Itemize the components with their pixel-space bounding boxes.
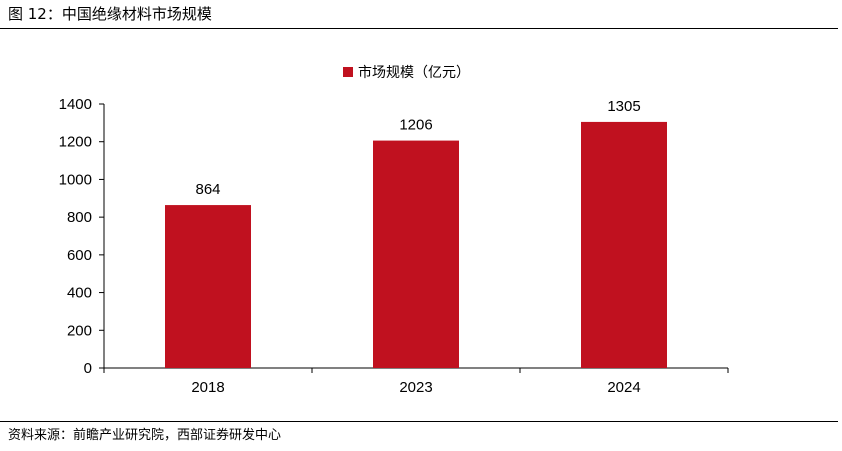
data-label-2018: 864	[195, 181, 220, 198]
bar-2024	[581, 121, 667, 369]
x-category-label: 2024	[607, 379, 640, 396]
legend-label: 市场规模（亿元）	[358, 64, 470, 81]
y-tick-label: 600	[67, 247, 92, 264]
y-tick-label: 400	[67, 285, 92, 302]
x-axis: 2018 2023 2024	[103, 367, 729, 396]
title-divider	[0, 28, 838, 29]
source-note: 资料来源：前瞻产业研究院，西部证券研发中心	[8, 428, 282, 443]
bar-2023	[373, 140, 459, 368]
x-category-label: 2018	[191, 379, 224, 396]
legend: 市场规模（亿元）	[343, 64, 470, 81]
figure-title: 图 12：中国绝缘材料市场规模	[8, 5, 212, 23]
data-label-2023: 1206	[399, 117, 432, 134]
bars	[165, 121, 667, 369]
y-tick-label: 1400	[59, 96, 92, 113]
x-category-label: 2023	[399, 379, 432, 396]
y-tick-label: 200	[67, 322, 92, 339]
y-tick-label: 1000	[59, 171, 92, 188]
y-tick-label: 1200	[59, 134, 92, 151]
y-tick-label: 800	[67, 209, 92, 226]
data-labels: 864 1206 1305	[195, 98, 640, 198]
y-tick-label: 0	[84, 360, 92, 377]
legend-swatch	[343, 67, 353, 77]
y-axis: 0 200 400 600 800 1000 1200 1400	[59, 96, 105, 377]
source-divider	[0, 421, 838, 422]
data-label-2024: 1305	[607, 98, 640, 115]
bar-2018	[165, 205, 251, 368]
